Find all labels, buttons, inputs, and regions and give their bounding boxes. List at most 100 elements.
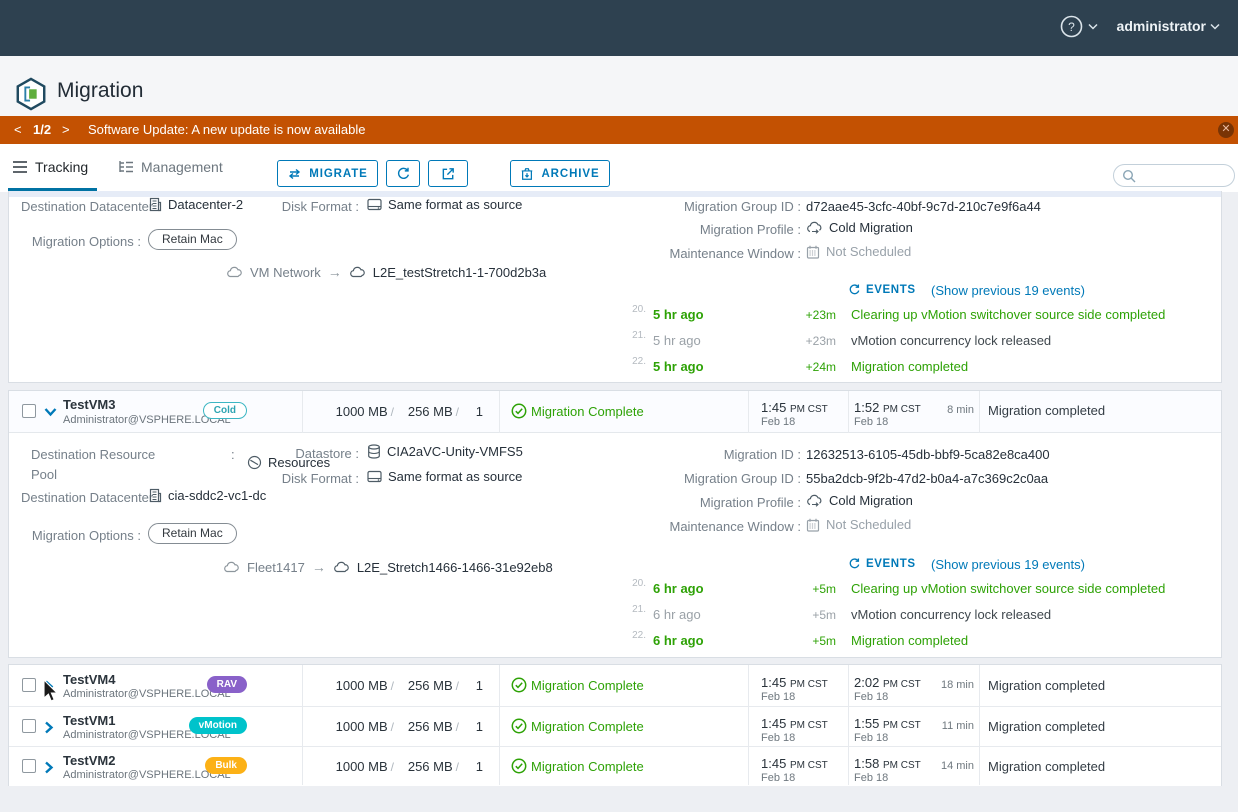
disk-icon (367, 198, 382, 211)
vcpu-count: 1 (469, 719, 483, 734)
username: administrator (1117, 18, 1206, 34)
archive-box-icon (520, 167, 534, 181)
events-refresh-icon[interactable] (848, 557, 861, 570)
search-input[interactable] (1142, 166, 1230, 185)
help-menu[interactable]: ? (1060, 15, 1098, 38)
duration: 11 min (899, 720, 974, 732)
field-label: Destination Datacenter : (21, 199, 143, 214)
export-popout-button[interactable] (428, 160, 468, 187)
row-checkbox[interactable] (22, 719, 36, 733)
status-check-icon (511, 758, 527, 774)
vm-name: TestVM4 (63, 672, 116, 687)
duration: 18 min (899, 679, 974, 691)
field-label: Migration ID : (539, 447, 801, 462)
field-label: Maintenance Window : (539, 519, 801, 534)
field-label: Migration Options : (21, 528, 141, 543)
transfer-note: Migration completed (988, 403, 1105, 418)
datacenter-building-icon (148, 197, 162, 212)
vm-row[interactable]: TestVM4 Administrator@VSPHERE.LOCAL RAV … (9, 665, 1221, 706)
field-label: Pool (31, 467, 57, 482)
banner-prev-icon[interactable]: < (14, 116, 22, 144)
status-text: Migration Complete (531, 759, 644, 774)
svg-text:?: ? (1068, 20, 1075, 34)
user-menu[interactable]: administrator (1117, 18, 1220, 34)
start-date: Feb 18 (761, 416, 795, 428)
banner-next-icon[interactable]: > (62, 116, 70, 144)
vm-list-group: TestVM4 Administrator@VSPHERE.LOCAL RAV … (8, 664, 1222, 786)
field-label: : (231, 447, 235, 462)
search-box (1113, 164, 1235, 187)
banner-message: Software Update: A new update is now ava… (88, 116, 366, 144)
vm-owner: Administrator@VSPHERE.LOCAL (63, 769, 231, 781)
migration-type-badge: Cold (203, 402, 247, 419)
chevron-right-icon[interactable] (44, 761, 54, 774)
field-label: Migration Group ID : (539, 199, 801, 214)
vm-row[interactable]: TestVM1 Administrator@VSPHERE.LOCAL vMot… (9, 706, 1221, 746)
memory-size: 256 MB/ (404, 404, 459, 419)
start-date: Feb 18 (761, 691, 795, 703)
end-date: Feb 18 (854, 691, 888, 703)
start-time: 1:45 PM CST (761, 716, 828, 731)
vm-row[interactable]: TestVM3 Administrator@VSPHERE.LOCAL Cold… (9, 391, 1221, 433)
tab-tracking[interactable]: Tracking (12, 159, 88, 175)
arrow-right-icon: → (312, 559, 326, 575)
end-date: Feb 18 (854, 772, 888, 784)
column-divider (499, 665, 500, 785)
chevron-right-icon[interactable] (44, 721, 54, 734)
transfer-note: Migration completed (988, 719, 1105, 734)
vcpu-count: 1 (469, 759, 483, 774)
migration-id-value: 12632513-6105-45db-bbf9-5ca82e8ca400 (806, 447, 1050, 462)
refresh-button[interactable] (386, 160, 420, 187)
duration: 14 min (899, 760, 974, 772)
migration-profile-value: Cold Migration (806, 493, 913, 508)
status-check-icon (511, 677, 527, 693)
network-cloud-icon (226, 266, 243, 278)
cloud-migration-icon (806, 221, 823, 234)
tab-management[interactable]: Management (118, 159, 223, 175)
datastore-value: CIA2aVC-Unity-VMFS5 (367, 444, 523, 459)
show-previous-events-link[interactable]: (Show previous 19 events) (931, 283, 1085, 298)
field-label: Disk Format : (249, 199, 359, 214)
vm-row[interactable]: TestVM2 Administrator@VSPHERE.LOCAL Bulk… (9, 746, 1221, 786)
column-divider (848, 665, 849, 785)
expanded-group-top: Destination Datacenter : Datacenter-2 Di… (8, 191, 1222, 383)
disk-icon (367, 470, 382, 483)
disk-size: 1000 MB/ (314, 759, 394, 774)
calendar-icon (806, 518, 820, 532)
status-text: Migration Complete (531, 719, 644, 734)
external-link-icon (441, 166, 456, 181)
field-label: Destination Datacenter : (21, 490, 141, 505)
field-label: Maintenance Window : (539, 246, 801, 261)
page-title: Migration (57, 79, 143, 103)
network-mapping: Fleet1417 → L2E_Stretch1466-1466-31e92eb… (223, 559, 553, 575)
banner-pager: 1/2 (33, 116, 51, 144)
network-cloud-icon (333, 561, 350, 573)
vcpu-count: 1 (469, 678, 483, 693)
memory-size: 256 MB/ (404, 678, 459, 693)
row-checkbox[interactable] (22, 759, 36, 773)
column-divider (499, 391, 500, 433)
migration-profile-value: Cold Migration (806, 220, 913, 235)
management-tree-icon (118, 160, 134, 174)
end-date: Feb 18 (854, 416, 888, 428)
field-label: Migration Group ID : (539, 471, 801, 486)
chevron-down-icon (1210, 23, 1220, 30)
migrate-button[interactable]: MIGRATE (277, 160, 378, 187)
show-previous-events-link[interactable]: (Show previous 19 events) (931, 557, 1085, 572)
vm-name: TestVM3 (63, 397, 116, 412)
disk-size: 1000 MB/ (314, 678, 394, 693)
vm-owner: Administrator@VSPHERE.LOCAL (63, 688, 231, 700)
column-divider (979, 665, 980, 785)
status-text: Migration Complete (531, 404, 644, 419)
row-checkbox[interactable] (22, 678, 36, 692)
start-time: 1:45 PM CST (761, 400, 828, 415)
events-refresh-icon[interactable] (848, 283, 861, 296)
dest-datacenter-value: cia-sddc2-vc1-dc (148, 488, 266, 503)
row-checkbox[interactable] (22, 404, 36, 418)
chevron-down-icon[interactable] (44, 407, 57, 417)
vcpu-count: 1 (469, 404, 483, 419)
archive-button[interactable]: ARCHIVE (510, 160, 610, 187)
banner-close-icon[interactable]: ✕ (1218, 122, 1234, 138)
status-check-icon (511, 718, 527, 734)
field-label: Datastore : (249, 446, 359, 461)
